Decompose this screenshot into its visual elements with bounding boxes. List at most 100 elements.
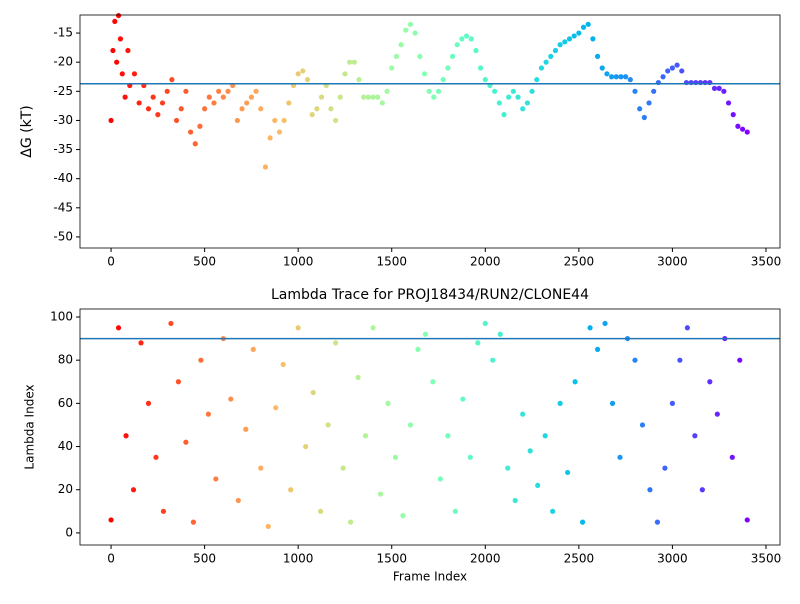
point [206, 94, 212, 100]
point [721, 88, 727, 94]
point [398, 42, 404, 48]
y-tick-label: -25 [53, 84, 73, 98]
point [276, 129, 283, 135]
axes-frame [79, 14, 781, 249]
point [543, 59, 549, 65]
point [602, 320, 608, 327]
point [117, 36, 124, 42]
point [651, 88, 657, 94]
point [585, 21, 591, 27]
point [460, 396, 466, 402]
point [590, 36, 596, 42]
point [576, 30, 582, 36]
chart-title: Lambda Trace for PROJ18434/RUN2/CLONE44 [271, 287, 589, 303]
point [407, 422, 414, 428]
point [122, 94, 128, 100]
point [467, 454, 473, 460]
point [325, 422, 331, 428]
point [692, 433, 698, 439]
point [347, 59, 353, 65]
x-tick-label: 2500 [564, 552, 595, 566]
point [510, 88, 516, 94]
point [562, 39, 568, 45]
point [714, 411, 720, 417]
point [599, 65, 605, 71]
point [415, 346, 421, 352]
point [318, 94, 325, 100]
point [594, 346, 601, 352]
point [632, 88, 638, 94]
point [351, 59, 357, 65]
y-tick-label: 100 [50, 309, 73, 323]
point [340, 465, 346, 471]
point [677, 357, 683, 363]
point [431, 94, 437, 100]
point [273, 405, 279, 411]
point [168, 320, 174, 327]
point [202, 106, 208, 112]
point [452, 508, 458, 514]
point [400, 513, 406, 519]
y-tick-label: -40 [53, 171, 73, 185]
point [618, 74, 624, 80]
point [579, 519, 586, 525]
point [362, 433, 369, 439]
point [623, 74, 629, 80]
point [730, 112, 736, 118]
point [150, 94, 156, 100]
point [662, 465, 668, 471]
y-tick-label: 20 [58, 482, 73, 496]
point [304, 77, 311, 83]
point [604, 71, 610, 77]
x-tick-label: 3500 [751, 552, 782, 566]
point [243, 426, 249, 432]
x-tick-label: 500 [193, 552, 216, 566]
point [377, 491, 384, 497]
point [213, 476, 219, 482]
point [280, 361, 286, 368]
point [482, 320, 488, 327]
y-tick-label: -50 [53, 229, 73, 243]
point [669, 65, 676, 71]
point [572, 379, 578, 385]
point [654, 519, 661, 525]
point [637, 106, 643, 112]
point [407, 21, 414, 27]
point [384, 88, 390, 94]
point [159, 100, 166, 106]
point [110, 47, 116, 54]
point [265, 523, 271, 530]
point [155, 112, 161, 118]
point [538, 65, 545, 71]
x-tick-label: 3500 [751, 255, 782, 269]
point [735, 123, 741, 129]
point [136, 100, 142, 106]
point [463, 33, 470, 39]
point [617, 454, 623, 460]
point [131, 71, 138, 77]
point [417, 53, 423, 59]
point [548, 53, 554, 59]
point [587, 325, 593, 331]
point [389, 65, 395, 71]
point [342, 71, 348, 77]
x-tick-label: 1000 [283, 255, 314, 269]
x-tick-label: 2000 [470, 552, 501, 566]
point [145, 106, 152, 112]
y-tick-label: -20 [53, 55, 73, 69]
point [445, 433, 451, 439]
y-tick-label: -15 [53, 26, 73, 40]
point [566, 36, 573, 42]
point [379, 100, 385, 106]
point [216, 88, 222, 94]
point [239, 106, 245, 112]
point [333, 340, 339, 346]
point [529, 88, 535, 94]
point [475, 340, 481, 346]
point [303, 443, 309, 450]
point [557, 42, 563, 48]
point [580, 24, 587, 30]
point [375, 94, 381, 100]
point [520, 411, 526, 417]
point [512, 497, 518, 504]
